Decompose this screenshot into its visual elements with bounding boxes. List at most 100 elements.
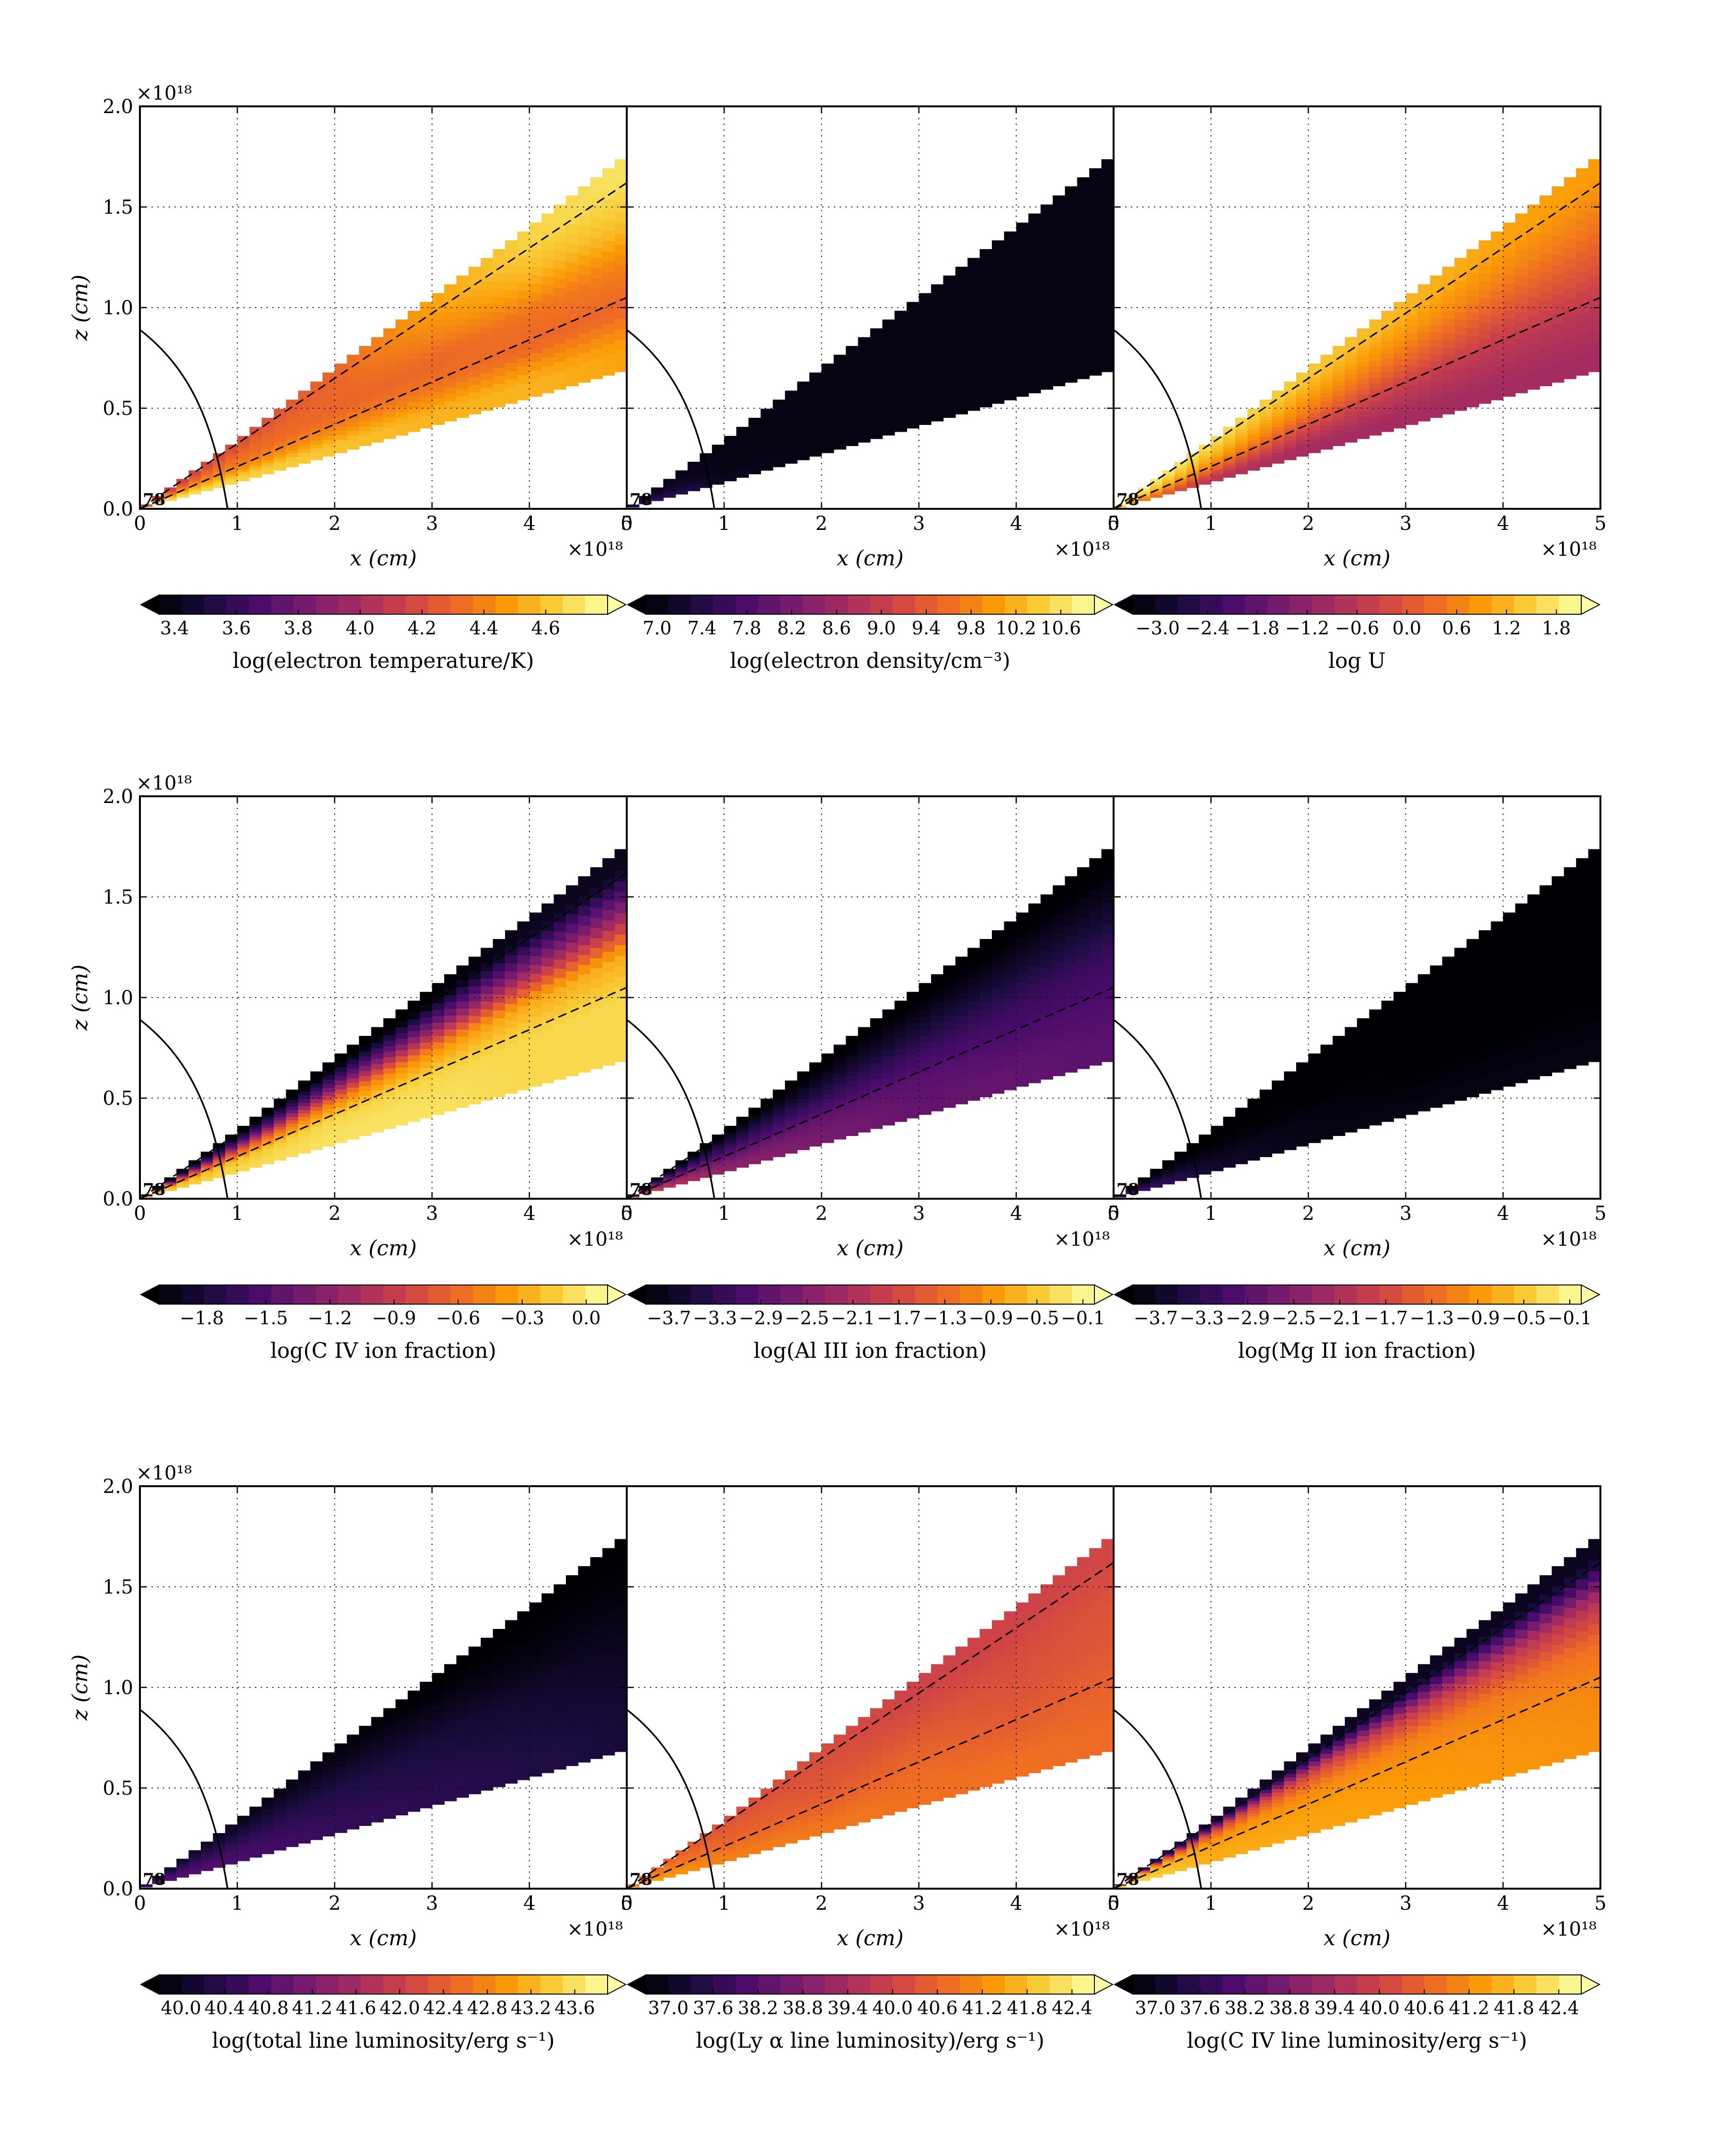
heatmap-cell [1211,1155,1224,1158]
heatmap-cell [1089,333,1102,345]
heatmap-cell [517,333,530,342]
heatmap-cell [1418,366,1431,374]
heatmap-cell [529,990,542,1000]
heatmap-cell [432,391,445,399]
heatmap-cell [1004,383,1017,392]
heatmap-cell [286,1110,299,1113]
heatmap-cell [688,1172,701,1174]
heatmap-cell [1540,290,1552,301]
heatmap-cell [371,1111,384,1117]
heatmap-cell [1101,987,1114,998]
heatmap-cell [1405,411,1418,419]
heatmap-cell [943,410,956,418]
heatmap-cell [1016,1051,1029,1061]
heatmap-cell [1198,1158,1211,1161]
heatmap-cell [1296,1062,1309,1067]
heatmap-cell [262,437,275,441]
heatmap-cell [675,470,688,472]
heatmap-cell [237,465,250,468]
heatmap-cell [1333,351,1346,356]
heatmap-cell [675,484,688,486]
heatmap-cell [1259,450,1272,454]
heatmap-cell [262,443,275,447]
heatmap-cell [371,358,384,364]
heatmap-cell [298,1131,311,1135]
colorbar-tick-label: −1.8 [180,1307,224,1329]
heatmap-cell [1564,298,1576,309]
heatmap-cell [1345,411,1357,416]
heatmap-cell [1077,1018,1090,1029]
heatmap-cell [1174,483,1187,486]
heatmap-cell [493,1010,506,1019]
heatmap-cell [407,371,420,378]
heatmap-cell [1053,233,1066,243]
heatmap-cell [1418,380,1431,388]
heatmap-cell [1381,1097,1394,1104]
heatmap-cell [493,1042,506,1050]
heatmap-cell [274,409,287,413]
heatmap-cell [298,1124,311,1128]
heatmap-cell [967,281,980,289]
heatmap-cell [1150,488,1163,490]
heatmap-cell [797,1122,810,1127]
x-tick-label: 3 [1400,513,1412,535]
heatmap-cell [188,488,201,490]
heatmap-cell [1198,1166,1211,1169]
heatmap-cell [1174,469,1187,471]
heatmap-cell [992,1052,1005,1061]
heatmap-cell [1162,479,1175,481]
heatmap-cell [456,396,469,404]
heatmap-cell [371,1079,384,1086]
heatmap-cell [919,1095,932,1102]
heatmap-cell [176,1182,189,1184]
heatmap-cell [213,475,226,478]
colorbar-extend-low [1113,594,1133,615]
heatmap-cell [1552,264,1564,275]
heatmap-cell [992,395,1005,404]
heatmap-cell [1053,952,1066,962]
heatmap-cell [614,1040,627,1052]
heatmap-cell [1418,1015,1431,1023]
heatmap-cell [1503,361,1516,371]
heatmap-cell [334,1129,347,1135]
heatmap-cell [371,363,384,369]
heatmap-cell [432,1035,445,1043]
colorbar-segment [405,595,429,614]
heatmap-cell [1296,1134,1309,1138]
heatmap-cell [821,1107,834,1112]
heatmap-cell [1186,1143,1199,1146]
heatmap-cell [346,1078,359,1083]
heatmap-cell [614,923,627,935]
heatmap-cell [359,1055,372,1061]
heatmap-cell [590,938,603,948]
heatmap-cell [712,1146,724,1149]
heatmap-cell [785,445,798,449]
heatmap-cell [955,1067,968,1075]
heatmap-cell [1259,447,1272,451]
heatmap-cell [1016,939,1029,948]
heatmap-cell [493,304,506,313]
heatmap-cell [237,456,250,459]
heatmap-cell [748,426,761,430]
heatmap-cell [1126,499,1138,500]
heatmap-cell [274,1126,287,1130]
heatmap-cell [432,299,445,307]
heatmap-cell [748,448,761,452]
heatmap-cell [188,492,201,493]
heatmap-cell [225,448,238,451]
heatmap-cell [1515,285,1528,295]
heatmap-cell [1186,481,1199,483]
heatmap-cell [1004,265,1017,274]
heatmap-cell [955,1030,968,1038]
heatmap-cell [1588,329,1600,341]
heatmap-cell [760,439,773,443]
heatmap-cell [760,1142,773,1146]
heatmap-cell [346,411,359,417]
heatmap-cell [298,401,311,406]
heatmap-cell [176,492,189,493]
heatmap-cell [1004,324,1017,333]
heatmap-cell [748,1107,761,1111]
heatmap-cell [712,1148,724,1151]
heatmap-cell [1162,475,1175,477]
heatmap-cell [346,1134,359,1140]
